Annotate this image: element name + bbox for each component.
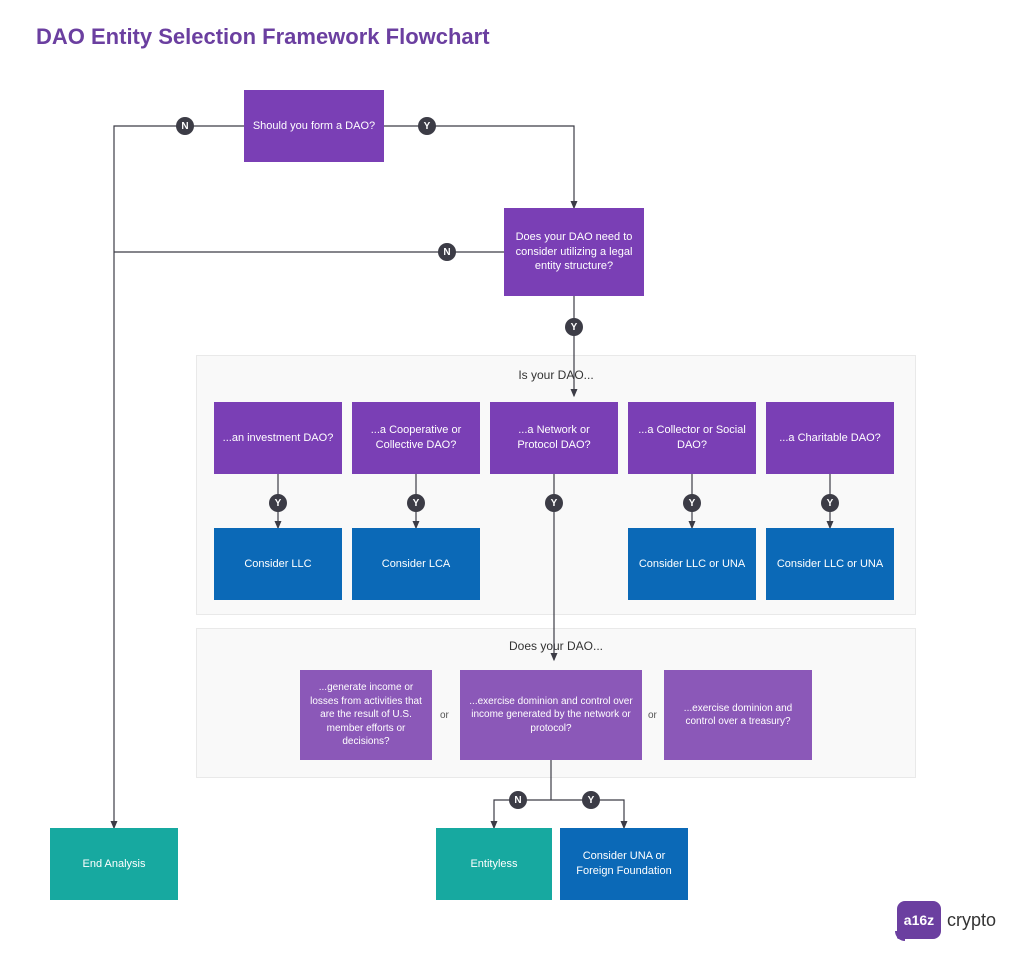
badge-n: N xyxy=(438,243,456,261)
badge-y: Y xyxy=(821,494,839,512)
node-type-network: ...a Network or Protocol DAO? xyxy=(490,402,618,474)
node-result-lca: Consider LCA xyxy=(352,528,480,600)
node-test-dominion-income: ...exercise dominion and control over in… xyxy=(460,670,642,760)
badge-y: Y xyxy=(683,494,701,512)
node-end-analysis: End Analysis xyxy=(50,828,178,900)
badge-n: N xyxy=(176,117,194,135)
node-test-income: ...generate income or losses from activi… xyxy=(300,670,432,760)
node-type-charitable: ...a Charitable DAO? xyxy=(766,402,894,474)
flowchart-canvas: DAO Entity Selection Framework Flowchart… xyxy=(0,0,1024,957)
logo-mark: a16z xyxy=(897,901,941,939)
badge-y: Y xyxy=(418,117,436,135)
node-type-cooperative: ...a Cooperative or Collective DAO? xyxy=(352,402,480,474)
group-types-label: Is your DAO... xyxy=(197,368,915,382)
brand-logo: a16z crypto xyxy=(897,901,996,939)
node-test-dominion-treasury: ...exercise dominion and control over a … xyxy=(664,670,812,760)
node-result-llc-una-1: Consider LLC or UNA xyxy=(628,528,756,600)
node-result-llc: Consider LLC xyxy=(214,528,342,600)
or-label: or xyxy=(648,710,657,721)
badge-y: Y xyxy=(565,318,583,336)
node-una-foundation: Consider UNA or Foreign Foundation xyxy=(560,828,688,900)
node-q2: Does your DAO need to consider utilizing… xyxy=(504,208,644,296)
logo-word: crypto xyxy=(947,910,996,931)
group-tests-label: Does your DAO... xyxy=(197,639,915,653)
or-label: or xyxy=(440,710,449,721)
badge-y: Y xyxy=(545,494,563,512)
page-title: DAO Entity Selection Framework Flowchart xyxy=(36,24,490,50)
node-result-llc-una-2: Consider LLC or UNA xyxy=(766,528,894,600)
node-type-investment: ...an investment DAO? xyxy=(214,402,342,474)
node-entityless: Entityless xyxy=(436,828,552,900)
node-q1: Should you form a DAO? xyxy=(244,90,384,162)
node-type-collector: ...a Collector or Social DAO? xyxy=(628,402,756,474)
badge-y: Y xyxy=(269,494,287,512)
badge-y: Y xyxy=(407,494,425,512)
badge-y: Y xyxy=(582,791,600,809)
badge-n: N xyxy=(509,791,527,809)
